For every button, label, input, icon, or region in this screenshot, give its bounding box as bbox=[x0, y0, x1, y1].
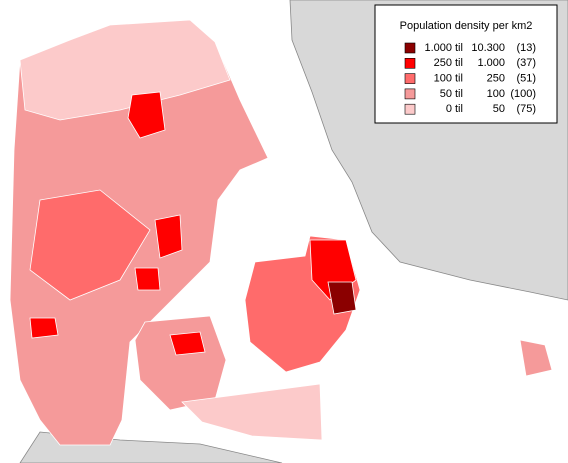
legend-til: til bbox=[455, 42, 463, 54]
legend-count: (13) bbox=[516, 42, 536, 54]
copenhagen bbox=[327, 281, 357, 315]
legend-from: 50 bbox=[440, 88, 452, 100]
legend-to: 10.300 bbox=[471, 42, 505, 54]
mid-jutland bbox=[29, 189, 151, 301]
legend-til: til bbox=[455, 57, 463, 69]
legend-to: 250 bbox=[487, 73, 505, 85]
legend-title: Population density per km2 bbox=[400, 20, 533, 32]
legend-from: 250 bbox=[434, 57, 452, 69]
legend-til: til bbox=[455, 103, 463, 115]
aalborg bbox=[127, 91, 166, 139]
lolland-falster bbox=[181, 383, 323, 441]
legend-from: 1.000 bbox=[424, 42, 452, 54]
north-jutland bbox=[19, 19, 231, 121]
legend-from: 0 bbox=[446, 103, 452, 115]
legend-from: 100 bbox=[434, 73, 452, 85]
esbjerg bbox=[29, 317, 59, 339]
aarhus bbox=[154, 214, 183, 259]
legend-count: (75) bbox=[516, 103, 536, 115]
legend-swatch bbox=[404, 42, 416, 54]
legend-count: (51) bbox=[516, 73, 536, 85]
legend-box bbox=[374, 4, 558, 124]
legend-count: (37) bbox=[516, 57, 536, 69]
legend-to: 1.000 bbox=[477, 57, 505, 69]
legend-to: 100 bbox=[487, 88, 505, 100]
legend-swatch bbox=[404, 103, 416, 115]
legend-til: til bbox=[455, 73, 463, 85]
legend-swatch bbox=[404, 57, 416, 69]
legend-rows: 1.000 til 10.300 (13)250 til 1.000 (37)100 til 2… bbox=[404, 42, 536, 115]
legend-to: 50 bbox=[493, 103, 505, 115]
legend-swatch bbox=[404, 73, 416, 84]
legend-til: til bbox=[455, 88, 463, 100]
odense bbox=[169, 331, 206, 356]
randers bbox=[134, 267, 161, 291]
bornholm bbox=[519, 339, 553, 377]
legend-swatch bbox=[404, 88, 416, 100]
legend-count: (100) bbox=[510, 88, 536, 100]
